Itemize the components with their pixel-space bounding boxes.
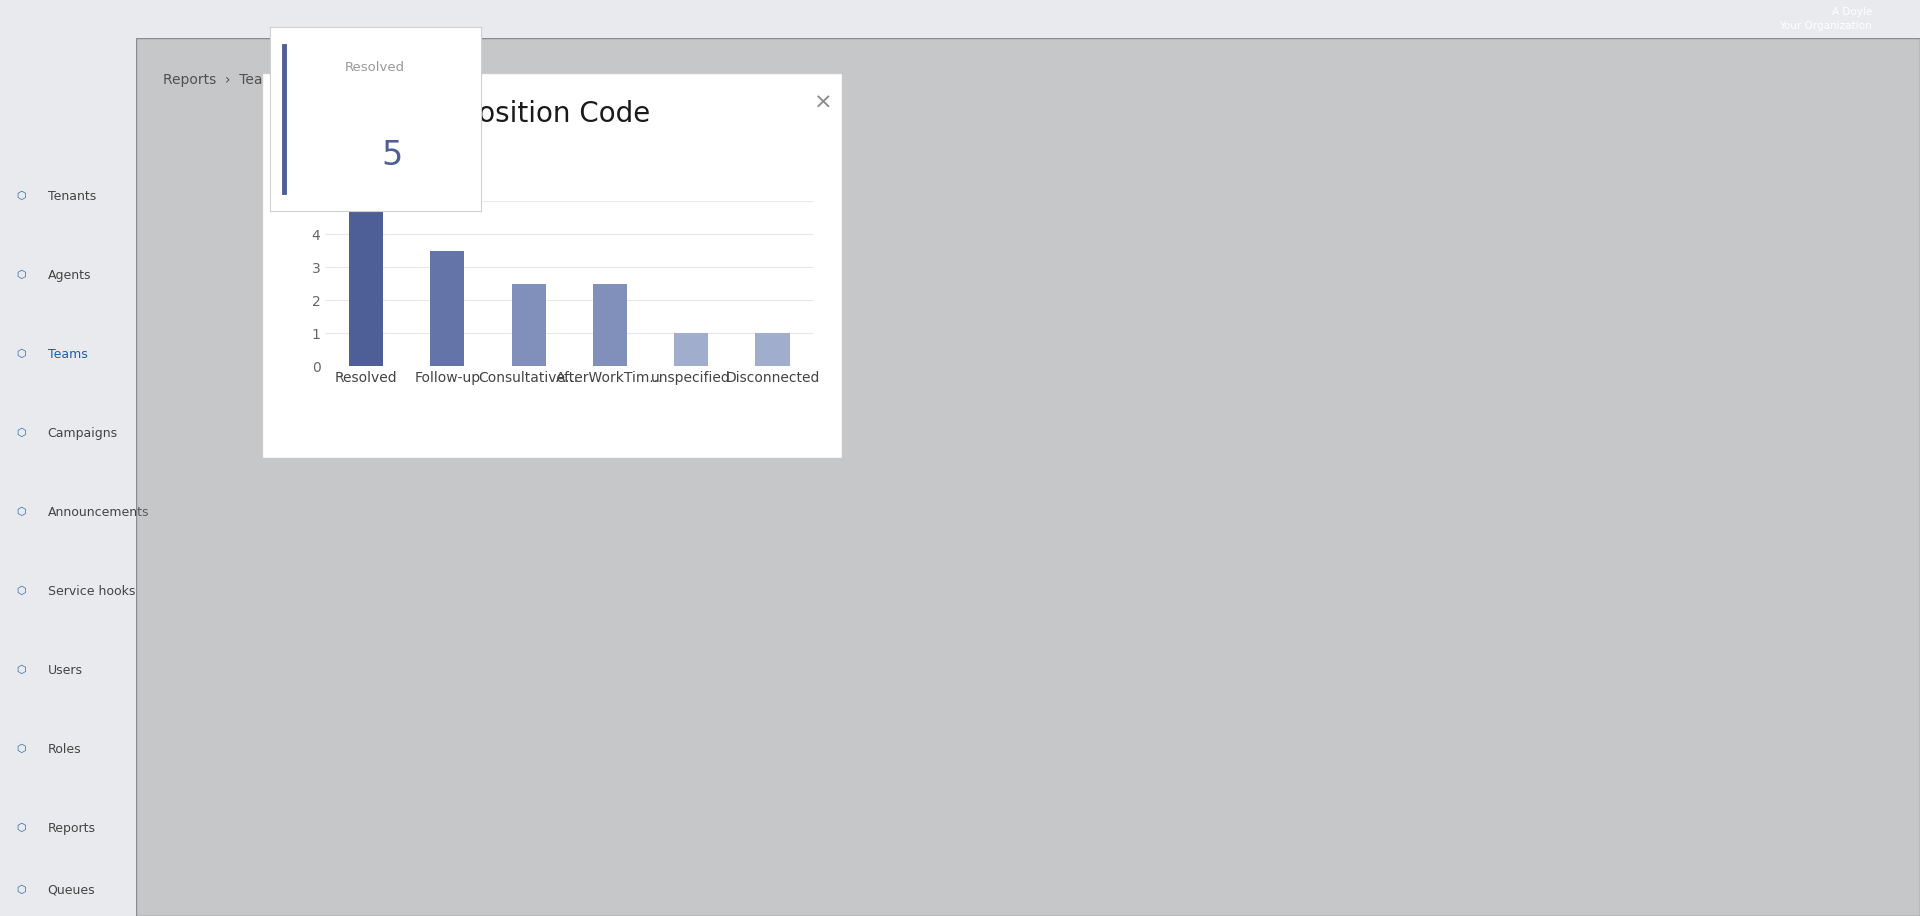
- Text: ×: ×: [814, 93, 833, 113]
- Text: ⬡: ⬡: [15, 270, 27, 280]
- Text: Roles: Roles: [48, 743, 81, 756]
- Text: Tasks by Disposition Code: Tasks by Disposition Code: [292, 100, 651, 128]
- Text: Reports: Reports: [48, 822, 96, 834]
- Bar: [593, 284, 628, 366]
- FancyBboxPatch shape: [136, 38, 1920, 916]
- Text: ⬡: ⬡: [15, 744, 27, 754]
- Text: Agents: Agents: [48, 268, 90, 281]
- Text: Announcements: Announcements: [48, 506, 150, 518]
- Text: ⬡: ⬡: [15, 349, 27, 359]
- FancyBboxPatch shape: [261, 73, 843, 458]
- Bar: [349, 202, 384, 366]
- Text: Users: Users: [48, 664, 83, 677]
- Text: Service hooks: Service hooks: [48, 584, 134, 597]
- Text: A Doyle
Your Organization: A Doyle Your Organization: [1780, 7, 1872, 30]
- Bar: [430, 251, 465, 366]
- Text: 5: 5: [382, 139, 403, 172]
- Text: ⬡: ⬡: [15, 586, 27, 596]
- Text: ⬡: ⬡: [15, 823, 27, 834]
- Bar: [674, 333, 708, 366]
- Text: ⬡: ⬡: [15, 507, 27, 518]
- Bar: [755, 333, 789, 366]
- Text: ⬡: ⬡: [15, 191, 27, 201]
- Text: Reports  ›  Teams: Reports › Teams: [163, 73, 282, 87]
- Text: Tenants: Tenants: [48, 190, 96, 202]
- Bar: [511, 284, 545, 366]
- Text: ⬡: ⬡: [15, 428, 27, 438]
- Text: Campaigns: Campaigns: [48, 427, 117, 440]
- Text: Queues: Queues: [48, 883, 96, 896]
- Text: ⬡: ⬡: [15, 665, 27, 675]
- Text: Teams: Teams: [48, 347, 86, 361]
- Text: Resolved: Resolved: [346, 61, 405, 74]
- Text: ⬡: ⬡: [15, 885, 27, 895]
